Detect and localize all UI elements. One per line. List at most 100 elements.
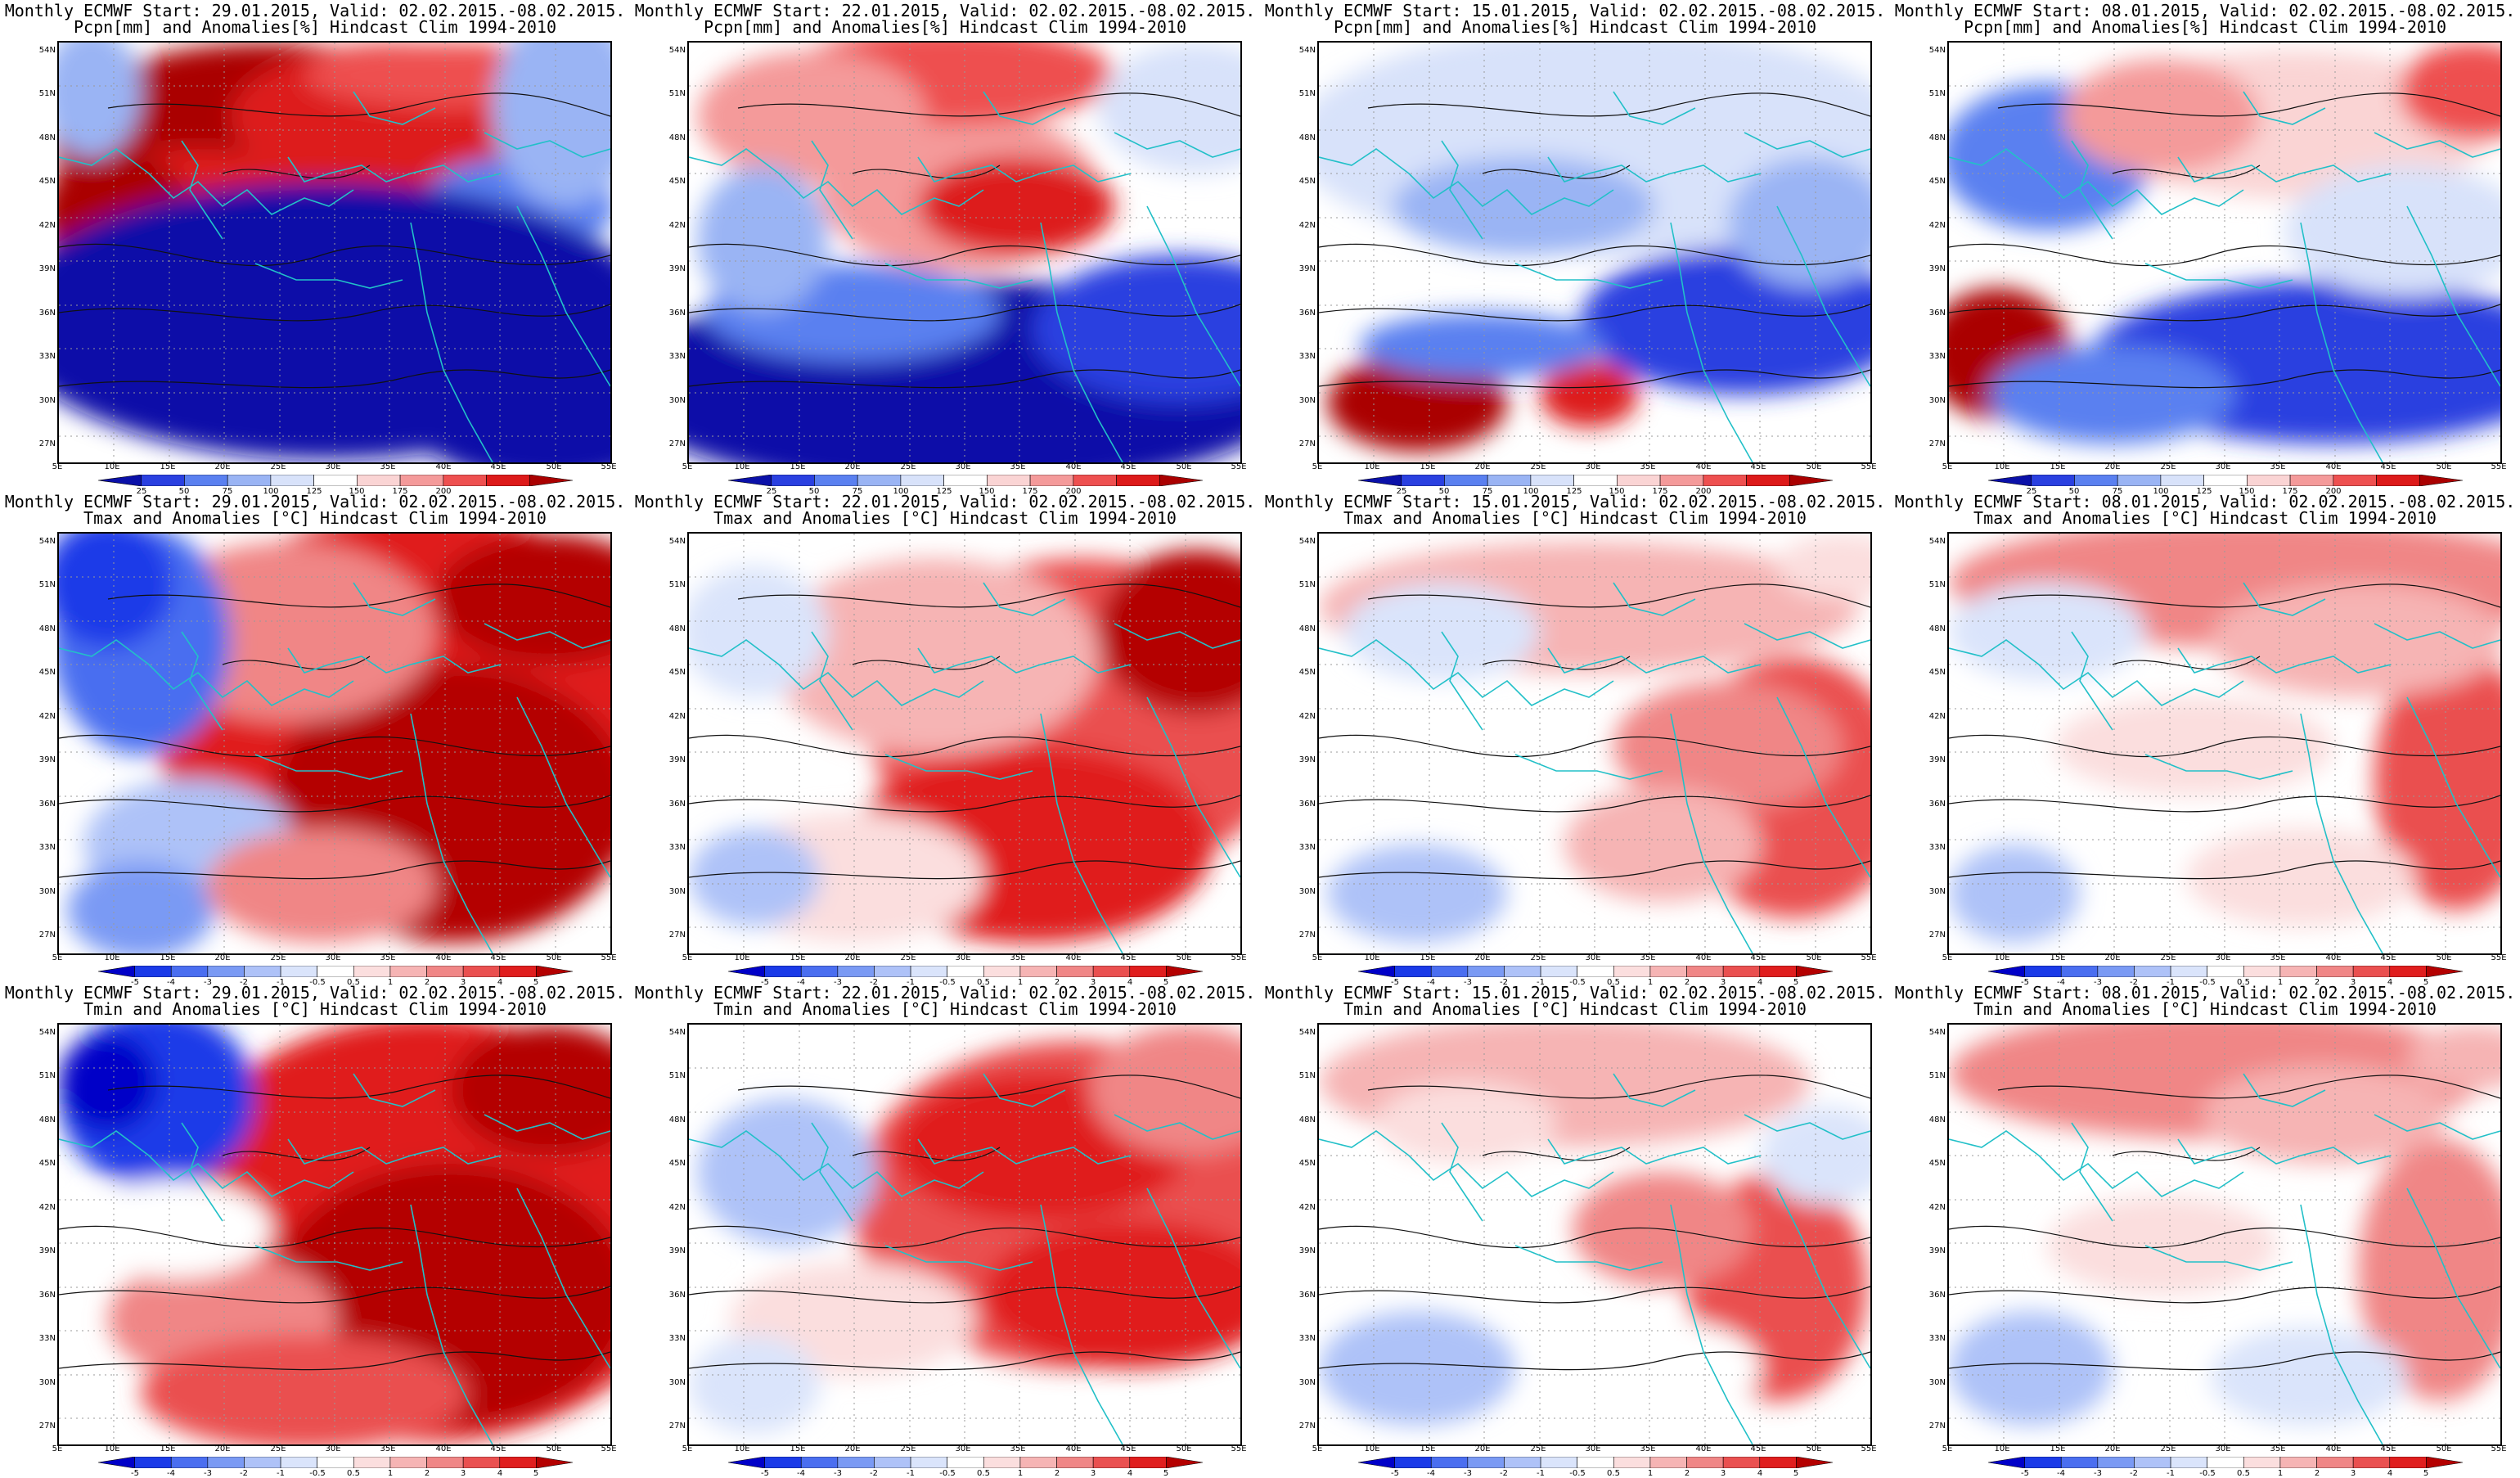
latitude-label: 45N: [1928, 668, 1946, 677]
colorbar-swatch: [814, 475, 858, 486]
colorbar-swatch: [1759, 966, 1797, 977]
latitude-label: 33N: [38, 1334, 56, 1343]
map-panel: Monthly ECMWF Start: 22.01.2015, Valid: …: [630, 982, 1260, 1478]
colorbar-label: -3: [2094, 1469, 2102, 1478]
anomaly-region: [2211, 1327, 2407, 1426]
panel-title: Monthly ECMWF Start: 15.01.2015, Valid: …: [1264, 1, 1886, 20]
colorbar: [1988, 1457, 2463, 1468]
latitude-label: 33N: [668, 843, 686, 852]
coastline: [287, 156, 502, 182]
latitude-label: 51N: [1928, 89, 1946, 98]
anomaly-region: [1090, 1025, 1240, 1156]
coastline: [689, 148, 984, 215]
coastline: [2300, 222, 2383, 462]
colorbar-swatch: [1166, 1457, 1203, 1468]
colorbar-label: 2: [1684, 978, 1690, 987]
contour-line: [59, 860, 610, 880]
latitude-label: 54N: [668, 537, 686, 546]
colorbar-label: 4: [2387, 1469, 2393, 1478]
longitude-label: 10E: [734, 462, 750, 471]
longitude-label: 10E: [1994, 1444, 2010, 1453]
colorbar-label: 100: [263, 487, 279, 496]
colorbar-swatch: [987, 475, 1031, 486]
colorbar-label: 4: [497, 978, 503, 987]
longitude-label: 35E: [1010, 1444, 1026, 1453]
longitude-label: 50E: [1176, 462, 1192, 471]
colorbar-label: 175: [392, 487, 408, 496]
latitude-label: 45N: [668, 1159, 686, 1168]
map-panel: Monthly ECMWF Start: 29.01.2015, Valid: …: [0, 982, 630, 1478]
longitude-label: 20E: [844, 462, 861, 471]
latitude-label: 27N: [38, 1422, 56, 1431]
coastline: [1319, 1130, 1614, 1197]
colorbar-label: 0.5: [1607, 1469, 1620, 1478]
longitude-label: 55E: [1231, 953, 1247, 962]
colorbar-swatch: [2024, 966, 2062, 977]
longitude-label: 20E: [214, 1444, 231, 1453]
colorbar-swatch: [910, 966, 947, 977]
longitude-label: 40E: [2325, 953, 2342, 962]
latitude-label: 39N: [38, 755, 56, 764]
anomaly-region: [2055, 697, 2333, 795]
longitude-label: 35E: [1640, 462, 1656, 471]
colorbar-label: -1: [907, 1469, 915, 1478]
longitude-label: 20E: [214, 462, 231, 471]
latitude-label: 45N: [1298, 1159, 1316, 1168]
colorbar-swatch: [443, 475, 487, 486]
latitude-label: 48N: [38, 1115, 56, 1124]
colorbar-swatch: [2134, 966, 2171, 977]
longitude-label: 35E: [2270, 1444, 2286, 1453]
colorbar-swatch: [1703, 475, 1747, 486]
anomaly-field: [1949, 534, 2500, 953]
contour-line: [1949, 734, 2500, 758]
latitude-label: 30N: [1298, 887, 1316, 896]
contour-line: [689, 734, 1240, 758]
anomaly-region: [2374, 648, 2500, 910]
latitude-label: 36N: [1298, 800, 1316, 809]
coastline: [2144, 1245, 2293, 1271]
latitude-label: 39N: [1928, 755, 1946, 764]
map-panel: Monthly ECMWF Start: 29.01.2015, Valid: …: [0, 0, 630, 496]
colorbar-swatch: [2074, 475, 2118, 486]
coastline: [1670, 1204, 1753, 1444]
latitude-label: 30N: [668, 887, 686, 896]
anomaly-region: [918, 157, 1114, 255]
panel-subtitle: Tmin and Anomalies [°C] Hindcast Clim 19…: [83, 999, 547, 1019]
longitude-label: 25E: [900, 1444, 916, 1453]
colorbar-label: -1: [277, 1469, 285, 1478]
colorbar-swatch: [499, 1457, 537, 1468]
contour-line: [1949, 860, 2500, 880]
longitude-label: 10E: [1364, 953, 1380, 962]
coastline: [689, 1130, 984, 1197]
longitude-label: 30E: [2215, 462, 2231, 471]
colorbar: [98, 966, 573, 977]
coastline: [1146, 205, 1240, 387]
longitude-label: 30E: [2215, 1444, 2231, 1453]
latitude-label: 27N: [1298, 439, 1316, 448]
latitude-label: 30N: [668, 396, 686, 405]
colorbar-swatch: [1358, 475, 1402, 486]
colorbar-swatch: [837, 966, 875, 977]
longitude-label: 20E: [1474, 1444, 1491, 1453]
latitude-label: 27N: [1298, 931, 1316, 940]
coastline: [2406, 696, 2500, 878]
map-frame: [1947, 41, 2502, 464]
longitude-label: 25E: [1530, 1444, 1546, 1453]
colorbar-swatch: [1577, 966, 1614, 977]
anomaly-region: [1319, 1311, 1515, 1426]
latitude-label: 42N: [1298, 221, 1316, 230]
latitude-label: 48N: [668, 624, 686, 633]
longitude-label: 50E: [1806, 953, 1822, 962]
colorbar-swatch: [1649, 1457, 1687, 1468]
longitude-label: 15E: [1420, 953, 1436, 962]
colorbar-swatch: [2389, 1457, 2427, 1468]
longitude-label: 5E: [682, 1444, 693, 1453]
colorbar-label: 75: [2112, 487, 2123, 496]
longitude-label: 50E: [1806, 462, 1822, 471]
colorbar: [1358, 475, 1833, 486]
coastline: [1949, 148, 2244, 215]
colorbar-swatch: [2352, 1457, 2391, 1468]
contour-line: [59, 795, 610, 813]
colorbar-label: 150: [979, 487, 995, 496]
contour-line: [2112, 164, 2261, 179]
